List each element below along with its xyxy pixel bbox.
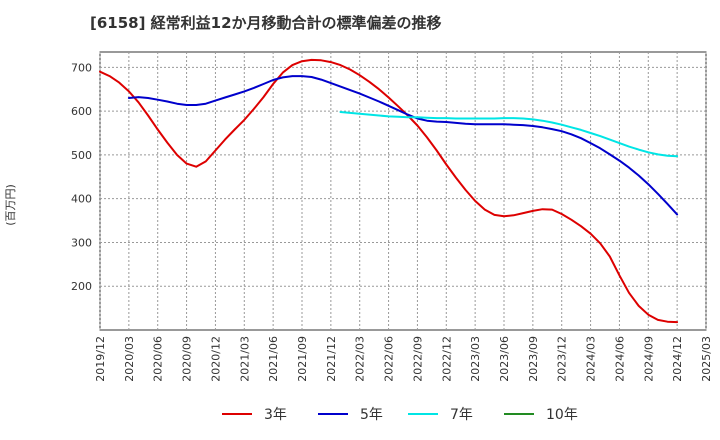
x-axis-ticks: 2019/12 2020/03 2020/06 2020/09 2020/12 2021/…	[94, 336, 713, 382]
legend: 3年 5年 7年 10年	[222, 407, 578, 423]
legend-label-1: 3年	[264, 407, 287, 423]
y-tick-label: 600	[71, 105, 92, 118]
x-tick-label: 2020/03	[123, 336, 136, 382]
x-tick-label: 2020/06	[152, 336, 165, 382]
chart-title: [6158] 経常利益12か月移動合計の標準偏差の推移	[90, 14, 442, 32]
series-layer	[99, 58, 679, 324]
y-axis-ticks: 200 300 400 500 600 700	[71, 61, 92, 293]
y-tick-label: 700	[71, 61, 92, 74]
x-tick-label: 2021/09	[296, 336, 309, 382]
x-tick-label: 2023/03	[469, 336, 482, 382]
legend-label-4: 10年	[546, 407, 578, 423]
x-tick-label: 2025/03	[700, 336, 713, 382]
x-tick-label: 2020/12	[209, 336, 222, 382]
x-tick-label: 2021/12	[325, 336, 338, 382]
y-tick-label: 200	[71, 280, 92, 293]
x-tick-label: 2024/06	[613, 336, 626, 382]
y-tick-label: 400	[71, 193, 92, 206]
plot-area	[99, 51, 707, 331]
x-tick-label: 2021/03	[238, 336, 251, 382]
series-line-1	[99, 58, 679, 324]
x-tick-label: 2024/03	[585, 336, 598, 382]
y-tick-label: 500	[71, 149, 92, 162]
x-tick-label: 2019/12	[94, 336, 107, 382]
y-tick-label: 300	[71, 236, 92, 249]
y-axis-label: (百万円)	[4, 184, 17, 226]
x-tick-label: 2020/09	[181, 336, 194, 382]
x-tick-label: 2022/06	[383, 336, 396, 382]
series-line-2	[127, 75, 679, 216]
series-line-3	[339, 111, 679, 158]
grid-lines	[99, 52, 707, 330]
x-tick-label: 2022/03	[354, 336, 367, 382]
x-tick-label: 2024/12	[671, 336, 684, 382]
x-tick-label: 2022/12	[440, 336, 453, 382]
x-tick-label: 2023/09	[527, 336, 540, 382]
x-tick-label: 2024/09	[642, 336, 655, 382]
legend-label-3: 7年	[450, 407, 473, 423]
x-tick-label: 2023/12	[556, 336, 569, 382]
legend-label-2: 5年	[360, 407, 383, 423]
x-tick-label: 2022/09	[411, 336, 424, 382]
x-tick-label: 2023/06	[498, 336, 511, 382]
x-tick-label: 2021/06	[267, 336, 280, 382]
